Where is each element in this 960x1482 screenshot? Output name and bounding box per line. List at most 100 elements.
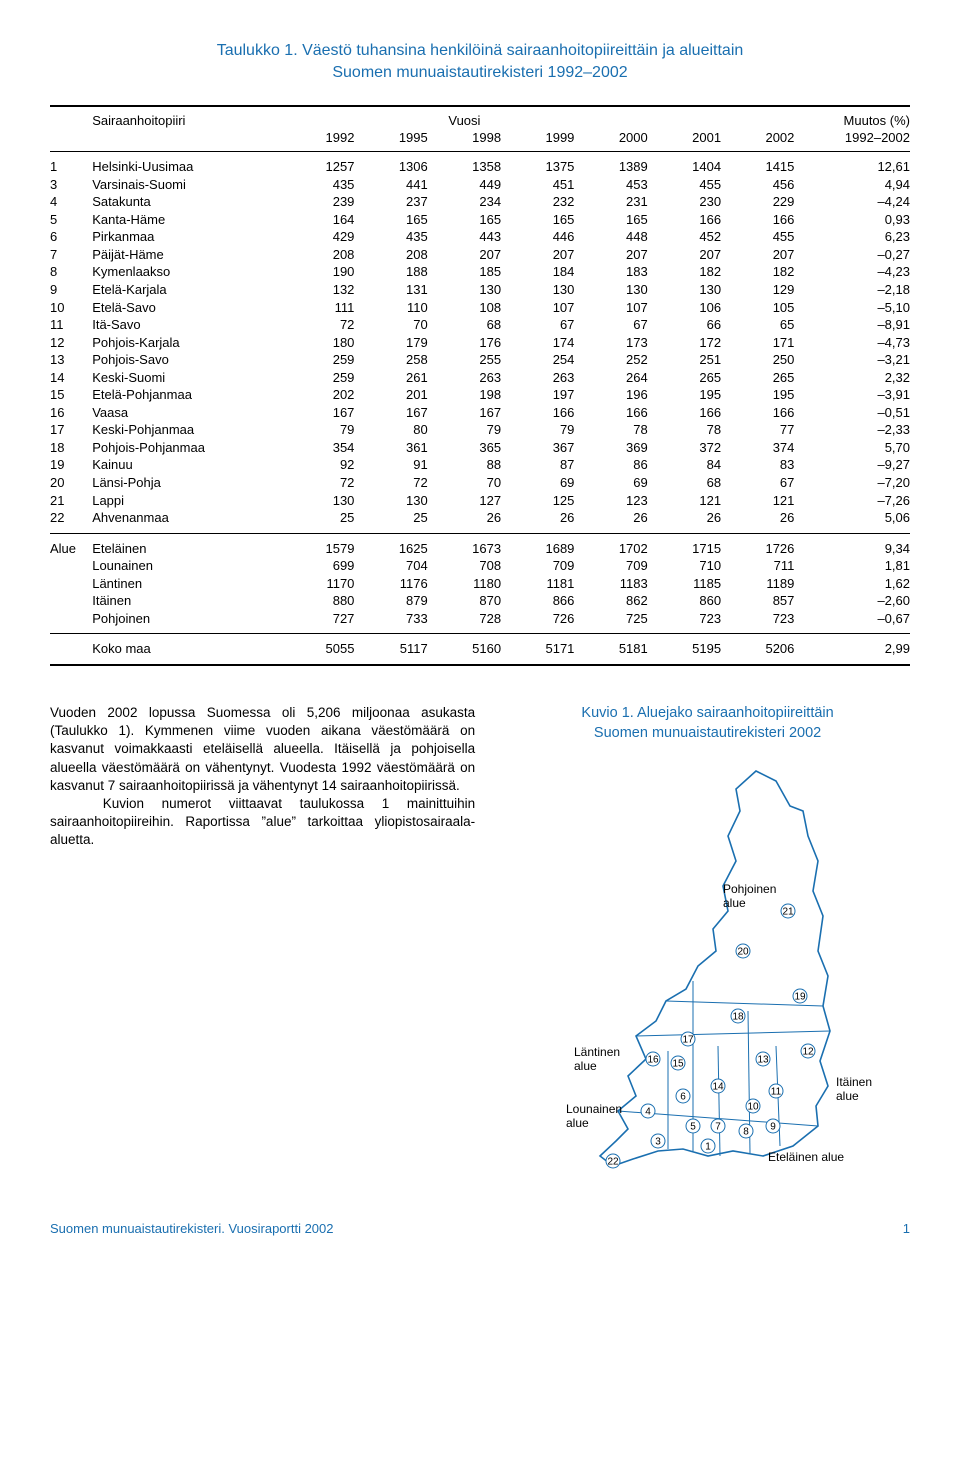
row-val: 1257 [281, 152, 354, 176]
row-val: 237 [354, 193, 427, 211]
map-region-label: alue [723, 896, 746, 910]
row-mut: 4,94 [794, 176, 910, 194]
row-name: Pirkanmaa [92, 228, 281, 246]
row-num: 17 [50, 421, 92, 439]
row-val: 372 [648, 439, 721, 457]
row-val: 699 [281, 557, 354, 575]
table-row: Läntinen11701176118011811183118511891,62 [50, 575, 910, 593]
row-val: 188 [354, 263, 427, 281]
row-val: 72 [354, 474, 427, 492]
row-val: 165 [354, 211, 427, 229]
row-val: 129 [721, 281, 794, 299]
row-val: 1170 [281, 575, 354, 593]
row-val: 860 [648, 592, 721, 610]
map-outline [600, 771, 830, 1166]
row-val: 455 [721, 228, 794, 246]
row-mut: 2,32 [794, 369, 910, 387]
table-title-line-2: Suomen munuaistautirekisteri 1992–2002 [50, 62, 910, 84]
row-val: 185 [428, 263, 501, 281]
row-mut: 9,34 [794, 534, 910, 558]
row-val: 429 [281, 228, 354, 246]
row-name: Eteläinen [92, 534, 281, 558]
footer-right: 1 [903, 1221, 910, 1236]
table-row: 7Päijät-Häme208208207207207207207–0,27 [50, 246, 910, 264]
row-val: 870 [428, 592, 501, 610]
row-num: 14 [50, 369, 92, 387]
row-name: Etelä-Savo [92, 299, 281, 317]
row-val: 87 [501, 456, 574, 474]
row-val: 67 [574, 316, 647, 334]
row-mut: 12,61 [794, 152, 910, 176]
row-val: 1404 [648, 152, 721, 176]
row-mut: –5,10 [794, 299, 910, 317]
row-name: Lappi [92, 492, 281, 510]
row-val: 67 [721, 474, 794, 492]
row-val: 726 [501, 610, 574, 628]
row-name: Satakunta [92, 193, 281, 211]
map-region-label: Itäinen [836, 1075, 872, 1089]
row-val: 231 [574, 193, 647, 211]
row-val: 208 [354, 246, 427, 264]
row-val: 171 [721, 334, 794, 352]
row-mut: –2,18 [794, 281, 910, 299]
map-region-label: alue [574, 1059, 597, 1073]
row-val: 165 [574, 211, 647, 229]
row-val: 107 [574, 299, 647, 317]
row-val: 25 [281, 509, 354, 527]
table-row: 14Keski-Suomi2592612632632642652652,32 [50, 369, 910, 387]
row-val: 166 [721, 404, 794, 422]
map-region-label: Lounainen [566, 1102, 622, 1116]
map-region-label: alue [836, 1089, 859, 1103]
table-row: 3Varsinais-Suomi4354414494514534554564,9… [50, 176, 910, 194]
table-row: 6Pirkanmaa4294354434464484524556,23 [50, 228, 910, 246]
row-num: 16 [50, 404, 92, 422]
row-val: 127 [428, 492, 501, 510]
row-val: 132 [281, 281, 354, 299]
row-name: Keski-Pohjanmaa [92, 421, 281, 439]
row-num: 9 [50, 281, 92, 299]
row-val: 727 [281, 610, 354, 628]
row-name: Läntinen [92, 575, 281, 593]
row-mut: 1,62 [794, 575, 910, 593]
row-val: 167 [428, 404, 501, 422]
row-val: 180 [281, 334, 354, 352]
row-val: 207 [648, 246, 721, 264]
row-name: Pohjois-Pohjanmaa [92, 439, 281, 457]
row-mut: –4,73 [794, 334, 910, 352]
hdr-vuosi: Vuosi [428, 107, 501, 130]
row-val: 711 [721, 557, 794, 575]
table-row: 11Itä-Savo72706867676665–8,91 [50, 316, 910, 334]
hdr-yr-4: 2000 [574, 130, 647, 151]
row-val: 198 [428, 386, 501, 404]
table-row: 20Länsi-Pohja72727069696867–7,20 [50, 474, 910, 492]
row-mut: –3,91 [794, 386, 910, 404]
koko-v-4: 5181 [574, 634, 647, 658]
row-val: 880 [281, 592, 354, 610]
row-val: 68 [428, 316, 501, 334]
row-val: 361 [354, 439, 427, 457]
row-val: 66 [648, 316, 721, 334]
row-val: 130 [281, 492, 354, 510]
row-num: 1 [50, 152, 92, 176]
row-val: 195 [648, 386, 721, 404]
row-val: 1579 [281, 534, 354, 558]
row-val: 866 [501, 592, 574, 610]
map-marker-number: 21 [782, 907, 794, 918]
row-val: 857 [721, 592, 794, 610]
row-val: 195 [721, 386, 794, 404]
row-val: 879 [354, 592, 427, 610]
row-val: 443 [428, 228, 501, 246]
row-val: 1375 [501, 152, 574, 176]
row-num: 13 [50, 351, 92, 369]
row-val: 263 [501, 369, 574, 387]
row-val: 86 [574, 456, 647, 474]
row-val: 70 [354, 316, 427, 334]
row-num: 5 [50, 211, 92, 229]
row-val: 79 [281, 421, 354, 439]
row-name: Helsinki-Uusimaa [92, 152, 281, 176]
row-val: 197 [501, 386, 574, 404]
row-val: 166 [648, 404, 721, 422]
row-val: 105 [721, 299, 794, 317]
row-name: Pohjoinen [92, 610, 281, 628]
figure-title-line-1: Kuvio 1. Aluejako sairaanhoitopiireittäi… [581, 705, 833, 721]
